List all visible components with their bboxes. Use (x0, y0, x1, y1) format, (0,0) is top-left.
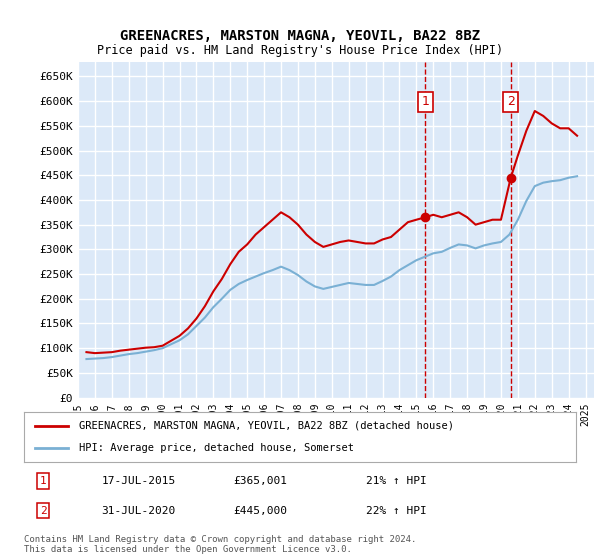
Text: Price paid vs. HM Land Registry's House Price Index (HPI): Price paid vs. HM Land Registry's House … (97, 44, 503, 57)
Text: GREENACRES, MARSTON MAGNA, YEOVIL, BA22 8BZ: GREENACRES, MARSTON MAGNA, YEOVIL, BA22 … (120, 29, 480, 44)
Text: 21% ↑ HPI: 21% ↑ HPI (366, 476, 427, 486)
Text: £365,001: £365,001 (234, 476, 288, 486)
Text: Contains HM Land Registry data © Crown copyright and database right 2024.
This d: Contains HM Land Registry data © Crown c… (24, 535, 416, 554)
Text: 31-JUL-2020: 31-JUL-2020 (101, 506, 176, 516)
Text: 1: 1 (40, 476, 47, 486)
Text: 17-JUL-2015: 17-JUL-2015 (101, 476, 176, 486)
Text: HPI: Average price, detached house, Somerset: HPI: Average price, detached house, Some… (79, 443, 354, 453)
Text: 22% ↑ HPI: 22% ↑ HPI (366, 506, 427, 516)
Text: GREENACRES, MARSTON MAGNA, YEOVIL, BA22 8BZ (detached house): GREENACRES, MARSTON MAGNA, YEOVIL, BA22 … (79, 421, 454, 431)
Text: 2: 2 (40, 506, 47, 516)
Text: 1: 1 (422, 95, 430, 109)
Text: 2: 2 (507, 95, 515, 109)
Text: £445,000: £445,000 (234, 506, 288, 516)
